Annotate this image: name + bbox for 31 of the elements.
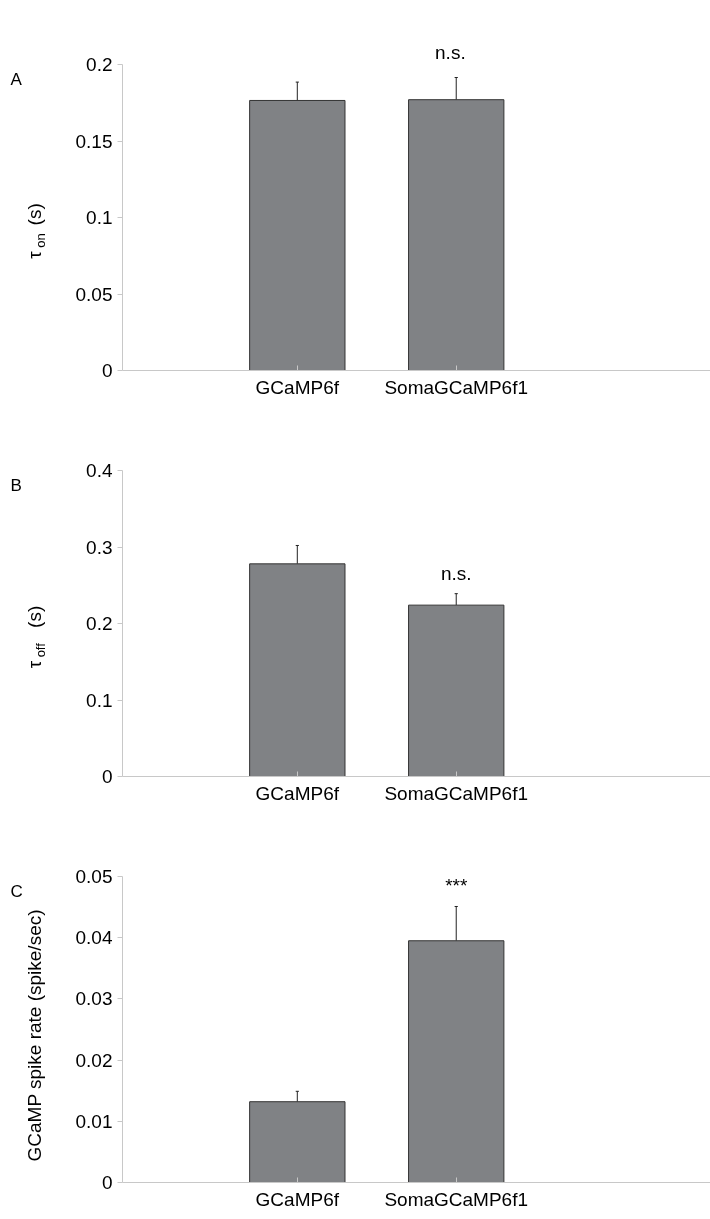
y-tick-label: 0 <box>101 766 113 787</box>
y-tick-label: 0 <box>101 1172 113 1193</box>
x-tick-label: GCaMP6f <box>255 376 340 398</box>
y-tick-label: 0.1 <box>86 689 113 711</box>
annotation: n.s. <box>440 562 472 584</box>
y-axis-title: τon (s) <box>24 203 48 259</box>
y-tick-label: 0.2 <box>86 613 113 634</box>
x-tick-label: SomaGCaMP6f1 <box>384 376 529 398</box>
text: A <box>10 70 23 90</box>
text: C <box>10 882 23 902</box>
y-tick-label: 0.3 <box>86 536 113 558</box>
annotation: *** <box>445 875 468 897</box>
y-tick-label: 0.4 <box>86 460 113 481</box>
y-tick-label: 0.05 <box>75 283 113 305</box>
y-tick-label: 0.15 <box>75 130 113 152</box>
y-axis-title: GCaMP spike rate (spike/sec) <box>24 909 45 1162</box>
x-tick-label: GCaMP6f <box>255 1188 340 1210</box>
y-tick-label: 0.04 <box>75 927 113 949</box>
y-tick-label: 0.01 <box>75 1110 113 1132</box>
y-axis-title: τoff (s) <box>24 605 48 669</box>
y-tick-label: 0 <box>101 360 113 381</box>
text: B <box>10 476 22 496</box>
y-tick-label: 0.1 <box>86 207 113 228</box>
y-tick-label: 0.05 <box>75 866 113 887</box>
y-tick-label: 0.02 <box>75 1049 113 1071</box>
x-tick-label: SomaGCaMP6f1 <box>384 1188 529 1210</box>
x-tick-label: SomaGCaMP6f1 <box>384 782 529 804</box>
text: n.s. <box>435 41 466 63</box>
x-tick-label: GCaMP6f <box>255 782 340 804</box>
y-tick-label: 0.2 <box>86 54 113 75</box>
y-tick-label: 0.03 <box>75 988 113 1010</box>
